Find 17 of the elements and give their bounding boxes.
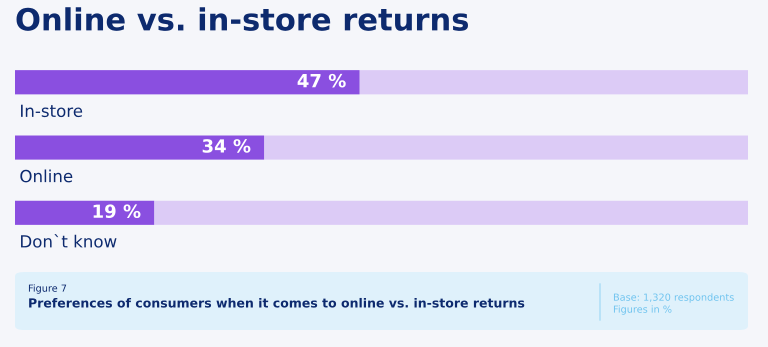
y-tick-label: Don`t know xyxy=(21,234,116,248)
text: Base: 1,320 respondents xyxy=(614,293,734,303)
bar xyxy=(15,70,360,94)
text: Figures in % xyxy=(614,305,672,315)
bar xyxy=(360,70,748,94)
data-label: 19 % xyxy=(94,204,140,218)
bar xyxy=(15,135,264,160)
text: Preferences of consumers when it comes to online vs. in-store returns xyxy=(29,298,524,308)
chart-title: Online vs. in-store returns xyxy=(16,7,468,31)
data-label: 34 % xyxy=(202,139,250,153)
bar xyxy=(154,200,748,225)
caption: Figure 7 xyxy=(28,284,66,294)
bar xyxy=(264,135,748,160)
bar xyxy=(15,200,154,225)
y-tick-label: In-store xyxy=(21,104,82,118)
y-tick-label: Online xyxy=(20,169,72,182)
data-label: 47 % xyxy=(298,74,346,88)
